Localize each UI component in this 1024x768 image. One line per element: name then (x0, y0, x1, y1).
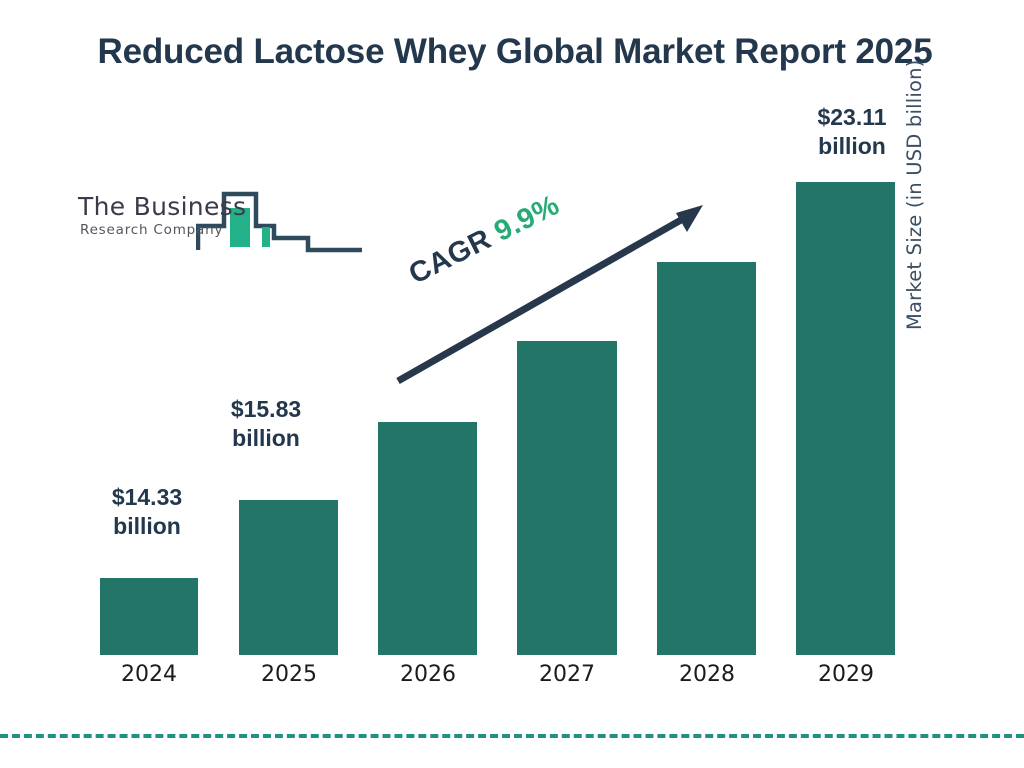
logo-text-secondary: Research Company (80, 222, 224, 238)
bar-value-2029: $23.11 billion (772, 103, 932, 162)
bottom-divider (0, 734, 1024, 738)
bar-value-2025-amount: $15.83 (230, 396, 302, 422)
bar-2026 (378, 422, 477, 655)
chart-title: Reduced Lactose Whey Global Market Repor… (97, 32, 933, 71)
bar-2029 (796, 182, 895, 655)
x-tick-2026: 2026 (400, 662, 456, 687)
bar-value-2029-unit: billion (818, 133, 886, 160)
bar-value-2024-unit: billion (113, 513, 181, 540)
x-tick-2027: 2027 (539, 662, 595, 687)
bar-2024 (100, 578, 198, 655)
bar-value-2025: $15.83 billion (186, 395, 346, 454)
x-tick-2029: 2029 (818, 662, 874, 687)
bar-2028 (657, 262, 756, 655)
x-tick-2024: 2024 (121, 662, 177, 687)
bar-value-2025-unit: billion (232, 425, 300, 452)
bar-value-2024: $14.33 billion (67, 483, 227, 542)
company-logo: The Business Research Company (78, 190, 362, 262)
x-tick-2025: 2025 (261, 662, 317, 687)
logo-text-primary: The Business (78, 192, 247, 221)
bar-2027 (517, 341, 617, 655)
bar-value-2029-amount: $23.11 (817, 104, 887, 130)
logo-bar-chart-icon (195, 182, 366, 267)
bar-value-2024-amount: $14.33 (111, 484, 183, 510)
y-axis-title: Market Size (in USD billion) (903, 59, 926, 330)
x-tick-2028: 2028 (679, 662, 735, 687)
bar-2025 (239, 500, 338, 655)
